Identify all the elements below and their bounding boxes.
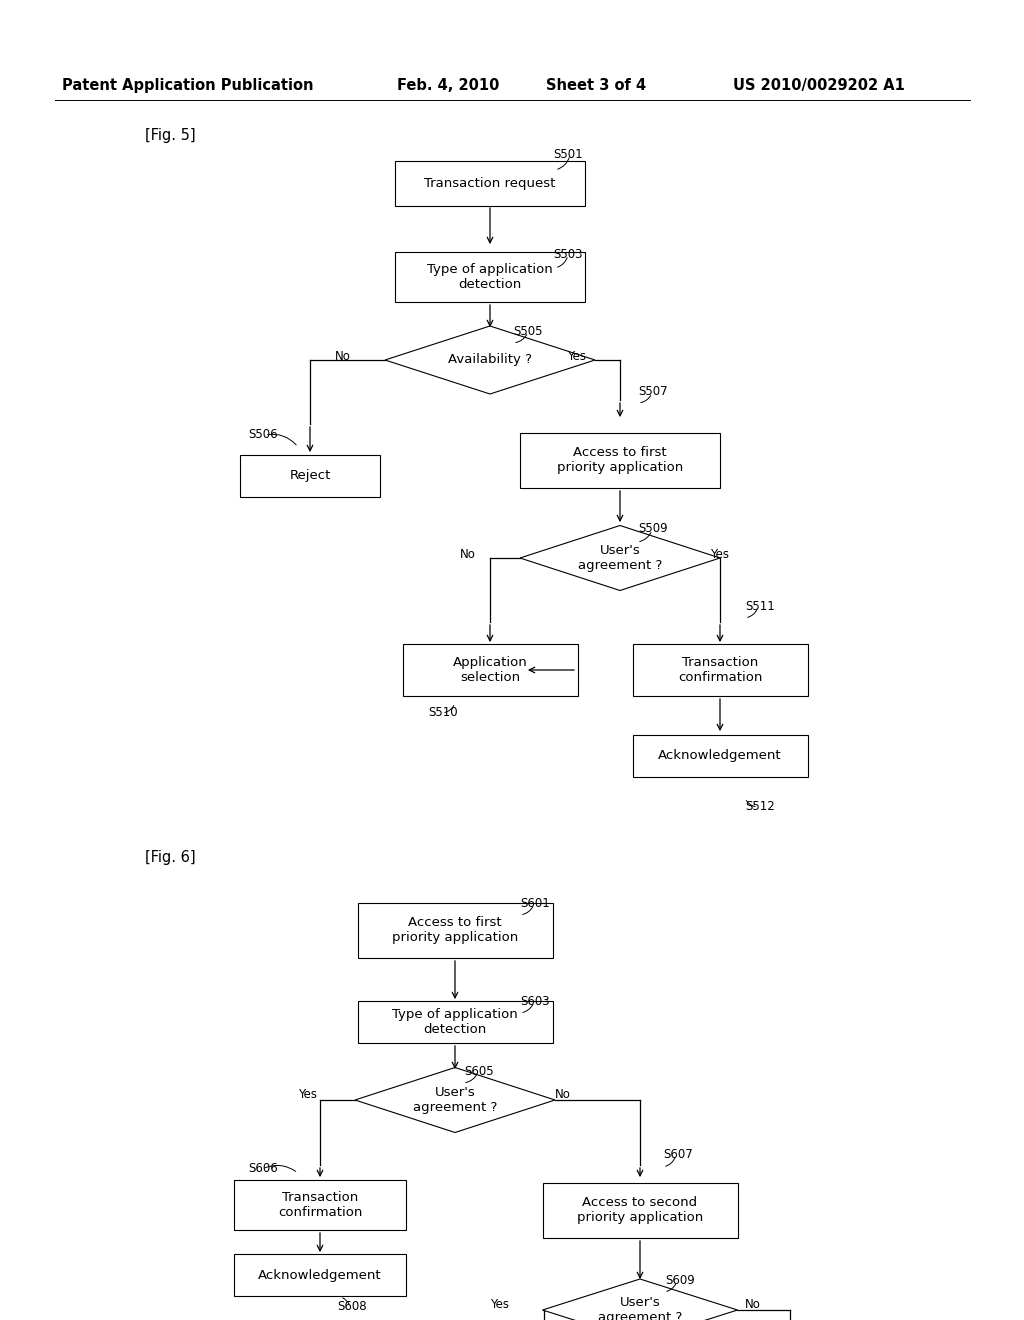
Text: S609: S609	[665, 1274, 694, 1287]
FancyBboxPatch shape	[357, 1001, 553, 1043]
Text: S512: S512	[745, 800, 775, 813]
Text: Transaction
confirmation: Transaction confirmation	[678, 656, 762, 684]
Text: S505: S505	[513, 325, 543, 338]
Text: [Fig. 6]: [Fig. 6]	[145, 850, 196, 865]
Text: Access to first
priority application: Access to first priority application	[392, 916, 518, 944]
FancyBboxPatch shape	[402, 644, 578, 696]
Text: No: No	[460, 548, 476, 561]
Text: S603: S603	[520, 995, 550, 1008]
Text: US 2010/0029202 A1: US 2010/0029202 A1	[733, 78, 905, 92]
Text: No: No	[555, 1088, 570, 1101]
Text: Acknowledgement: Acknowledgement	[258, 1269, 382, 1282]
Text: No: No	[745, 1298, 761, 1311]
Text: S506: S506	[248, 428, 278, 441]
FancyBboxPatch shape	[633, 644, 808, 696]
Text: Yes: Yes	[567, 350, 586, 363]
Text: Yes: Yes	[490, 1298, 509, 1311]
FancyBboxPatch shape	[357, 903, 553, 957]
Text: Access to first
priority application: Access to first priority application	[557, 446, 683, 474]
Text: S606: S606	[248, 1162, 278, 1175]
Text: No: No	[335, 350, 351, 363]
Text: S501: S501	[553, 148, 583, 161]
Text: Access to second
priority application: Access to second priority application	[577, 1196, 703, 1224]
Text: Yes: Yes	[298, 1088, 317, 1101]
Text: S601: S601	[520, 898, 550, 909]
FancyBboxPatch shape	[395, 161, 585, 206]
Text: User's
agreement ?: User's agreement ?	[578, 544, 663, 572]
Text: Type of application
detection: Type of application detection	[427, 263, 553, 290]
Text: Transaction request: Transaction request	[424, 177, 556, 190]
Polygon shape	[385, 326, 595, 393]
Text: [Fig. 5]: [Fig. 5]	[145, 128, 196, 143]
Text: Patent Application Publication: Patent Application Publication	[62, 78, 313, 92]
Text: User's
agreement ?: User's agreement ?	[413, 1086, 498, 1114]
Text: Acknowledgement: Acknowledgement	[658, 750, 781, 763]
Text: Transaction
confirmation: Transaction confirmation	[278, 1191, 362, 1218]
Text: Reject: Reject	[290, 470, 331, 483]
Text: S605: S605	[464, 1065, 494, 1078]
Text: S608: S608	[337, 1300, 367, 1313]
Text: Application
selection: Application selection	[453, 656, 527, 684]
Polygon shape	[355, 1068, 555, 1133]
Text: Sheet 3 of 4: Sheet 3 of 4	[546, 78, 646, 92]
FancyBboxPatch shape	[395, 252, 585, 302]
FancyBboxPatch shape	[633, 735, 808, 777]
FancyBboxPatch shape	[240, 455, 380, 498]
Polygon shape	[543, 1279, 737, 1320]
FancyBboxPatch shape	[520, 433, 720, 487]
Text: Feb. 4, 2010: Feb. 4, 2010	[397, 78, 500, 92]
Text: User's
agreement ?: User's agreement ?	[598, 1296, 682, 1320]
Text: Availability ?: Availability ?	[449, 354, 532, 367]
FancyBboxPatch shape	[543, 1183, 737, 1238]
Text: S507: S507	[638, 385, 668, 399]
Text: Yes: Yes	[710, 548, 729, 561]
Text: Type of application
detection: Type of application detection	[392, 1008, 518, 1036]
FancyBboxPatch shape	[234, 1180, 406, 1230]
Text: S607: S607	[663, 1148, 693, 1162]
Text: S510: S510	[428, 706, 458, 719]
Text: S509: S509	[638, 521, 668, 535]
Polygon shape	[520, 525, 720, 590]
FancyBboxPatch shape	[234, 1254, 406, 1296]
Text: S503: S503	[553, 248, 583, 261]
Text: S511: S511	[745, 601, 775, 612]
